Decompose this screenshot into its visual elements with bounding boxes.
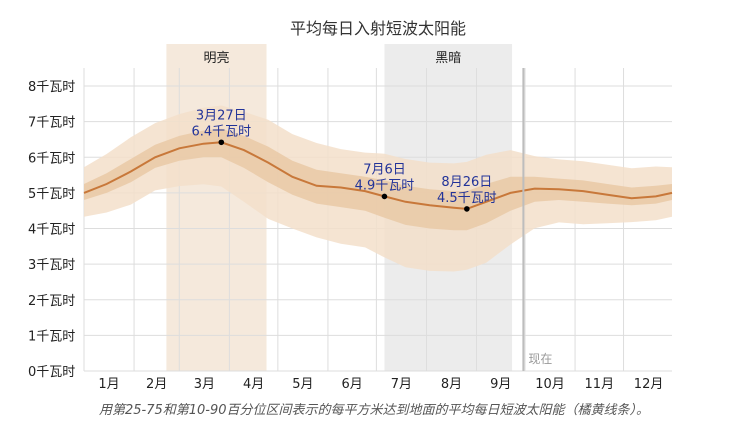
period-band-0 [166, 44, 267, 371]
x-tick-label-2: 3月 [194, 377, 215, 392]
y-tick-label-4: 4千瓦时 [28, 223, 75, 238]
x-tick-label-10: 11月 [585, 377, 615, 392]
x-tick-label-8: 9月 [490, 377, 511, 392]
band-p25-p75 [84, 128, 672, 231]
x-tick-label-3: 4月 [243, 377, 264, 392]
y-tick-label-1: 1千瓦时 [28, 329, 75, 344]
now-marker: 现在 [522, 68, 552, 371]
period-label-1: 黑暗 [435, 51, 461, 66]
annotation-point-0 [218, 139, 225, 146]
annotation-date-1: 7月6日 [363, 162, 406, 177]
x-tick-label-4: 5月 [292, 377, 313, 392]
y-tick-label-7: 7千瓦时 [28, 116, 75, 131]
y-tick-label-3: 3千瓦时 [28, 258, 75, 273]
x-tick-label-6: 7月 [391, 377, 412, 392]
y-axis: 0千瓦时 1千瓦时 2千瓦时 3千瓦时 4千瓦时 5千瓦时 6千瓦时 7千瓦时 8千瓦时 [28, 80, 75, 380]
x-tick-label-9: 10月 [535, 377, 565, 392]
percentile-bands [84, 105, 672, 272]
annotation-date-2: 8月26日 [441, 175, 492, 190]
y-tick-label-8: 8千瓦时 [28, 80, 75, 95]
x-tick-label-0: 1月 [98, 377, 119, 392]
annotation-value-2: 4.5千瓦时 [437, 191, 497, 206]
x-axis: 1月 2月 3月 4月 5月 6月 7月 8月 9月 10月 11月 12月 [98, 377, 663, 392]
period-label-0: 明亮 [203, 50, 229, 66]
x-tick-label-5: 6月 [342, 377, 363, 392]
annotation-value-1: 4.9千瓦时 [355, 178, 415, 193]
y-tick-label-6: 6千瓦时 [28, 151, 75, 166]
chart-caption: 用第25-75和第10-90百分位区间表示的每平方米达到地面的平均每日短波太阳能… [99, 402, 649, 418]
y-tick-label-5: 5千瓦时 [28, 187, 75, 202]
y-tick-label-0: 0千瓦时 [28, 365, 75, 380]
annotation-point-2 [464, 206, 470, 212]
annotation-date-0: 3月27日 [196, 108, 247, 123]
x-tick-label-11: 12月 [634, 377, 664, 392]
chart-title: 平均每日入射短波太阳能 [290, 19, 466, 38]
annotation-point-1 [381, 193, 388, 200]
x-tick-label-1: 2月 [146, 377, 167, 392]
x-tick-label-7: 8月 [441, 377, 462, 392]
now-label: 现在 [528, 352, 552, 366]
y-tick-label-2: 2千瓦时 [28, 294, 75, 309]
annotation-value-0: 6.4千瓦时 [191, 124, 251, 139]
